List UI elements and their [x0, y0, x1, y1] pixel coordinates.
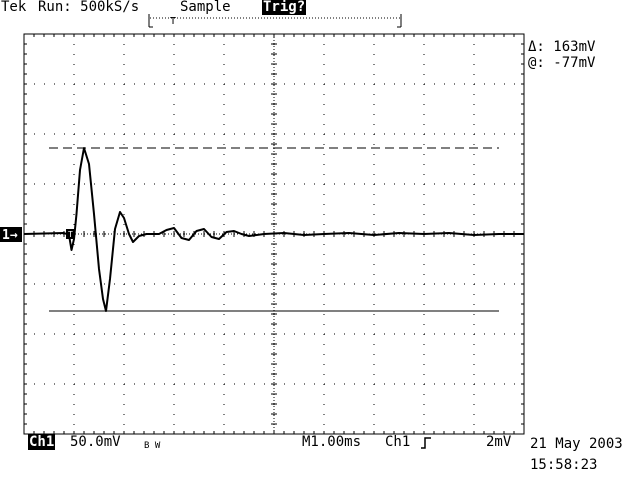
- channel-1-badge[interactable]: Ch1: [28, 434, 56, 450]
- trigger-level: 2mV: [486, 434, 512, 450]
- trigger-source: Ch1: [385, 434, 411, 450]
- date-readout: 21 May 2003: [530, 436, 623, 452]
- acquisition-mode: Sample: [180, 0, 231, 15]
- svg-text:T: T: [68, 230, 73, 239]
- time-per-div: M1.00ms: [302, 434, 362, 450]
- header-brand: Tek: [1, 0, 27, 15]
- rising-edge-icon: [421, 437, 431, 449]
- run-state: Run: 500kS/s: [38, 0, 140, 15]
- record-length-bar: T: [148, 14, 402, 28]
- cursor-at-readout: @: -77mV: [528, 55, 596, 71]
- trigger-position-marker: T: [170, 16, 176, 27]
- bandwidth-limit-indicator: B W: [144, 441, 161, 451]
- channel-1-marker[interactable]: 1→: [0, 227, 22, 243]
- trigger-point-marker: T: [66, 229, 75, 239]
- volts-per-div: 50.0mV: [70, 434, 121, 450]
- cursor-delta-readout: Δ: 163mV: [528, 39, 596, 55]
- trigger-status-badge: Trig?: [262, 0, 307, 15]
- waveform-trace-ch1: [23, 147, 524, 312]
- svg-text:1→: 1→: [2, 228, 18, 243]
- time-readout: 15:58:23: [530, 457, 598, 473]
